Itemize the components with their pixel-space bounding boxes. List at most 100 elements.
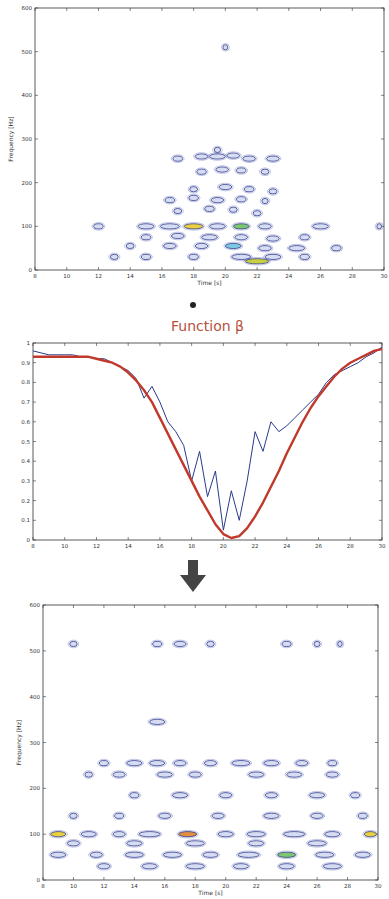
spectral-blob	[279, 864, 294, 869]
blob-contour	[323, 830, 341, 838]
blob-contour	[49, 851, 67, 859]
spectral-blob	[81, 832, 96, 837]
y-tick	[379, 500, 382, 501]
blob-contour	[232, 223, 251, 231]
blob-contour	[113, 812, 125, 820]
x-tick	[320, 267, 321, 270]
y-tick	[381, 8, 384, 9]
x-tick	[223, 537, 224, 540]
blob-contour	[262, 812, 280, 820]
spectral-blob	[204, 761, 216, 766]
x-tick-label: 30	[379, 543, 386, 549]
x-tick	[286, 537, 287, 540]
x-tick	[255, 343, 256, 346]
figure: 8101214161820222426283001002003004005006…	[0, 0, 389, 899]
x-tick	[352, 8, 353, 11]
spectral-blob	[184, 224, 203, 229]
x-tick	[378, 877, 379, 880]
spectral-blob	[150, 719, 165, 724]
blob-contour	[187, 253, 200, 261]
spectral-blob	[197, 169, 207, 174]
blob-contour	[264, 791, 279, 799]
y-tick	[33, 520, 36, 521]
y-tick-label: 300	[22, 136, 33, 142]
blob-contour	[252, 209, 263, 217]
spectral-blob	[259, 224, 272, 229]
spectral-blob	[126, 243, 134, 248]
spectral-blob	[311, 813, 323, 818]
blob-contour	[208, 223, 227, 231]
spectral-blob	[220, 793, 232, 798]
blob-contour	[217, 830, 235, 838]
y-tick	[35, 139, 38, 140]
spectral-blob	[351, 793, 360, 798]
spectral-blob	[225, 243, 241, 248]
spectral-blob	[150, 761, 165, 766]
blob-contour	[314, 851, 335, 859]
spectral-blob	[238, 852, 259, 857]
spectral-blob	[203, 852, 218, 857]
x-tick	[96, 343, 97, 346]
blob-contour	[195, 168, 208, 176]
x-tick	[128, 343, 129, 346]
x-tick	[318, 343, 319, 346]
spectral-blob	[212, 813, 224, 818]
x-tick	[43, 605, 44, 608]
y-tick	[33, 362, 36, 363]
x-tick-label: 8	[41, 883, 45, 889]
y-tick-label: 0.5	[21, 439, 30, 445]
spectral-blob	[205, 206, 215, 211]
plot-frame	[35, 8, 384, 270]
x-tick	[33, 537, 34, 540]
y-tick-label: 0	[37, 877, 41, 883]
operator-dot	[190, 302, 196, 308]
x-tick-label: 24	[283, 543, 290, 549]
spectral-blob	[195, 154, 208, 159]
blob-contour	[140, 253, 153, 261]
y-tick-label: 1	[27, 340, 31, 346]
spectral-blob	[186, 864, 204, 869]
spectral-blob	[249, 841, 264, 846]
spectral-blob	[190, 187, 198, 192]
y-tick	[43, 742, 46, 743]
blob-contour	[96, 862, 111, 870]
spectral-blob	[85, 772, 93, 777]
blob-contour	[230, 759, 251, 767]
blob-contour	[224, 242, 243, 250]
blob-contour	[311, 223, 330, 231]
x-tick-label: 28	[347, 543, 354, 549]
plot-area	[49, 640, 378, 870]
blob-contour	[322, 862, 343, 870]
x-tick	[64, 343, 65, 346]
x-tick	[347, 605, 348, 608]
spectral-blob	[267, 156, 280, 161]
y-tick-label: 100	[30, 831, 41, 837]
spectral-blob	[243, 156, 256, 161]
spectral-blob	[377, 224, 382, 229]
blob-contour	[111, 830, 126, 838]
blob-contour	[225, 152, 241, 160]
spectral-blob	[173, 156, 183, 161]
spectral-blob	[125, 852, 143, 857]
blob-contour	[247, 840, 265, 848]
blob-contour	[247, 771, 265, 779]
spectral-blob	[296, 761, 308, 766]
y-tick	[33, 343, 36, 344]
blob-contour	[151, 640, 163, 648]
blob-contour	[162, 242, 178, 250]
blob-contour	[306, 840, 327, 848]
chart-title: Function β	[171, 318, 244, 334]
spectral-blob	[141, 254, 151, 259]
spectral-blob	[313, 224, 329, 229]
spectral-blob	[214, 147, 220, 152]
spectral-blob	[219, 184, 232, 189]
spectral-blob	[127, 841, 142, 846]
x-tick	[286, 343, 287, 346]
y-tick-label: 600	[30, 602, 41, 608]
spectral-blob	[174, 641, 186, 646]
spectral-blob	[218, 832, 233, 837]
x-tick	[195, 605, 196, 608]
x-tick	[255, 537, 256, 540]
spectral-blob	[51, 852, 66, 857]
blob-contour	[163, 196, 176, 204]
